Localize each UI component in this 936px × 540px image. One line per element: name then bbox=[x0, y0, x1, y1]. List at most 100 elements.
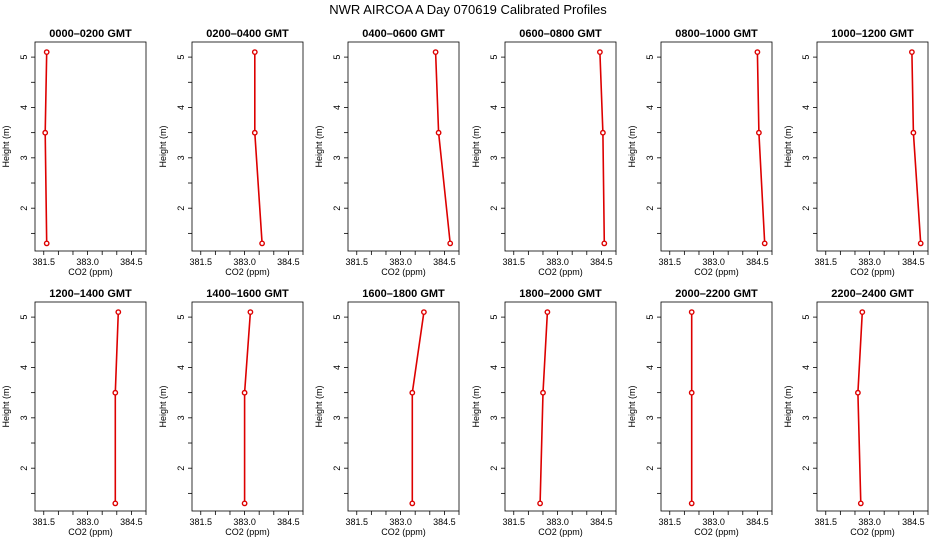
panel-title: 1000–1200 GMT bbox=[831, 28, 914, 40]
x-tick-label: 381.5 bbox=[502, 257, 525, 267]
panel-title: 0400–0600 GMT bbox=[362, 28, 445, 40]
data-point bbox=[112, 500, 119, 507]
x-axis-label: CO2 (ppm) bbox=[225, 527, 270, 537]
profile-line bbox=[539, 312, 549, 504]
data-point bbox=[42, 129, 49, 136]
profile-line bbox=[243, 312, 252, 504]
x-tick-label: 381.5 bbox=[345, 517, 368, 527]
plot-frame bbox=[816, 41, 929, 252]
y-axis-label: Height (m) bbox=[471, 385, 481, 427]
x-tick-label: 383.0 bbox=[233, 517, 256, 527]
x-tick-label: 381.5 bbox=[658, 257, 681, 267]
panel: 2200–2400 GMT 381.5 383.0 384.5 CO2 (ppm) 2 3 4… bbox=[783, 288, 929, 537]
profile-line bbox=[254, 52, 263, 244]
x-tick-label: 383.0 bbox=[389, 257, 412, 267]
plot-frame bbox=[660, 301, 773, 512]
y-tick-label: 4 bbox=[19, 365, 29, 370]
y-tick-label: 2 bbox=[801, 206, 811, 211]
data-point bbox=[859, 309, 866, 315]
plot-frame bbox=[347, 41, 460, 252]
x-axis-label: CO2 (ppm) bbox=[68, 267, 113, 277]
profile-line bbox=[599, 52, 606, 244]
data-point bbox=[251, 49, 258, 55]
x-tick-label: 381.5 bbox=[345, 257, 368, 267]
y-tick-label: 4 bbox=[489, 105, 499, 110]
plot-frame bbox=[347, 301, 460, 512]
plot-frame bbox=[504, 301, 617, 512]
y-tick-label: 3 bbox=[801, 155, 811, 160]
y-tick-label: 4 bbox=[801, 105, 811, 110]
data-point bbox=[600, 129, 606, 136]
data-point bbox=[597, 49, 603, 55]
x-tick-label: 381.5 bbox=[32, 257, 55, 267]
data-point bbox=[241, 389, 248, 396]
x-tick-label: 384.5 bbox=[746, 257, 769, 267]
y-tick-label: 2 bbox=[332, 466, 342, 471]
y-tick-label: 2 bbox=[19, 466, 29, 471]
y-tick-label: 3 bbox=[645, 415, 655, 420]
y-axis-label: Height (m) bbox=[314, 125, 324, 167]
data-point bbox=[43, 240, 50, 247]
x-axis-label: CO2 (ppm) bbox=[225, 267, 270, 277]
data-point bbox=[537, 500, 543, 507]
x-axis-label: CO2 (ppm) bbox=[850, 527, 895, 537]
x-axis-label: CO2 (ppm) bbox=[538, 267, 583, 277]
y-axis-label: Height (m) bbox=[158, 385, 168, 427]
x-axis-label: CO2 (ppm) bbox=[381, 527, 426, 537]
plot-frame bbox=[191, 301, 304, 512]
x-tick-label: 383.0 bbox=[858, 517, 881, 527]
y-tick-label: 2 bbox=[645, 466, 655, 471]
y-tick-label: 3 bbox=[176, 415, 186, 420]
data-point bbox=[855, 389, 861, 396]
y-tick-label: 5 bbox=[801, 55, 811, 60]
profile-line bbox=[857, 312, 864, 504]
x-tick-label: 383.0 bbox=[702, 257, 725, 267]
y-tick-label: 4 bbox=[489, 365, 499, 370]
data-point bbox=[247, 309, 254, 315]
plot-frame bbox=[504, 41, 617, 252]
data-point bbox=[688, 309, 695, 315]
x-tick-label: 381.5 bbox=[814, 257, 837, 267]
y-axis-label: Height (m) bbox=[627, 385, 637, 427]
y-axis-label: Height (m) bbox=[1, 125, 11, 167]
panel: 0800–1000 GMT 381.5 383.0 384.5 CO2 (ppm) 2 3 4… bbox=[627, 28, 773, 277]
y-tick-label: 2 bbox=[332, 206, 342, 211]
panel-title: 1200–1400 GMT bbox=[49, 288, 132, 300]
panel-title: 0600–0800 GMT bbox=[519, 28, 602, 40]
x-tick-label: 383.0 bbox=[76, 257, 99, 267]
panel-title: 0000–0200 GMT bbox=[49, 28, 132, 40]
y-tick-label: 5 bbox=[19, 55, 29, 60]
x-axis-label: CO2 (ppm) bbox=[538, 527, 583, 537]
y-tick-label: 4 bbox=[19, 105, 29, 110]
y-tick-label: 5 bbox=[645, 55, 655, 60]
y-axis-label: Height (m) bbox=[1, 385, 11, 427]
x-tick-label: 381.5 bbox=[189, 517, 212, 527]
y-axis-label: Height (m) bbox=[783, 125, 793, 167]
profile-line bbox=[44, 52, 48, 244]
x-tick-label: 384.5 bbox=[590, 517, 613, 527]
data-point bbox=[688, 389, 695, 396]
panel: 2000–2200 GMT 381.5 383.0 384.5 CO2 (ppm) 2 3 4… bbox=[627, 288, 773, 537]
plot-frame bbox=[34, 41, 147, 252]
y-tick-label: 3 bbox=[801, 415, 811, 420]
y-tick-label: 4 bbox=[645, 105, 655, 110]
plot-frame bbox=[191, 41, 304, 252]
panel: 1400–1600 GMT 381.5 383.0 384.5 CO2 (ppm) 2 3 4… bbox=[158, 288, 304, 537]
x-tick-label: 384.5 bbox=[277, 517, 300, 527]
x-tick-label: 384.5 bbox=[902, 257, 925, 267]
panel: 0200–0400 GMT 381.5 383.0 384.5 CO2 (ppm) 2 3 4… bbox=[158, 28, 304, 277]
y-tick-label: 2 bbox=[801, 466, 811, 471]
x-axis-label: CO2 (ppm) bbox=[68, 527, 113, 537]
data-point bbox=[756, 129, 762, 136]
x-tick-label: 384.5 bbox=[746, 517, 769, 527]
plot-frame bbox=[816, 301, 929, 512]
x-tick-label: 383.0 bbox=[702, 517, 725, 527]
panel: 0600–0800 GMT 381.5 383.0 384.5 CO2 (ppm) 2 3 4… bbox=[471, 28, 617, 277]
x-tick-label: 384.5 bbox=[590, 257, 613, 267]
profile-line bbox=[911, 52, 922, 244]
y-tick-label: 5 bbox=[332, 315, 342, 320]
y-axis-label: Height (m) bbox=[627, 125, 637, 167]
data-point bbox=[910, 129, 917, 136]
data-point bbox=[857, 500, 864, 507]
y-tick-label: 5 bbox=[176, 55, 186, 60]
